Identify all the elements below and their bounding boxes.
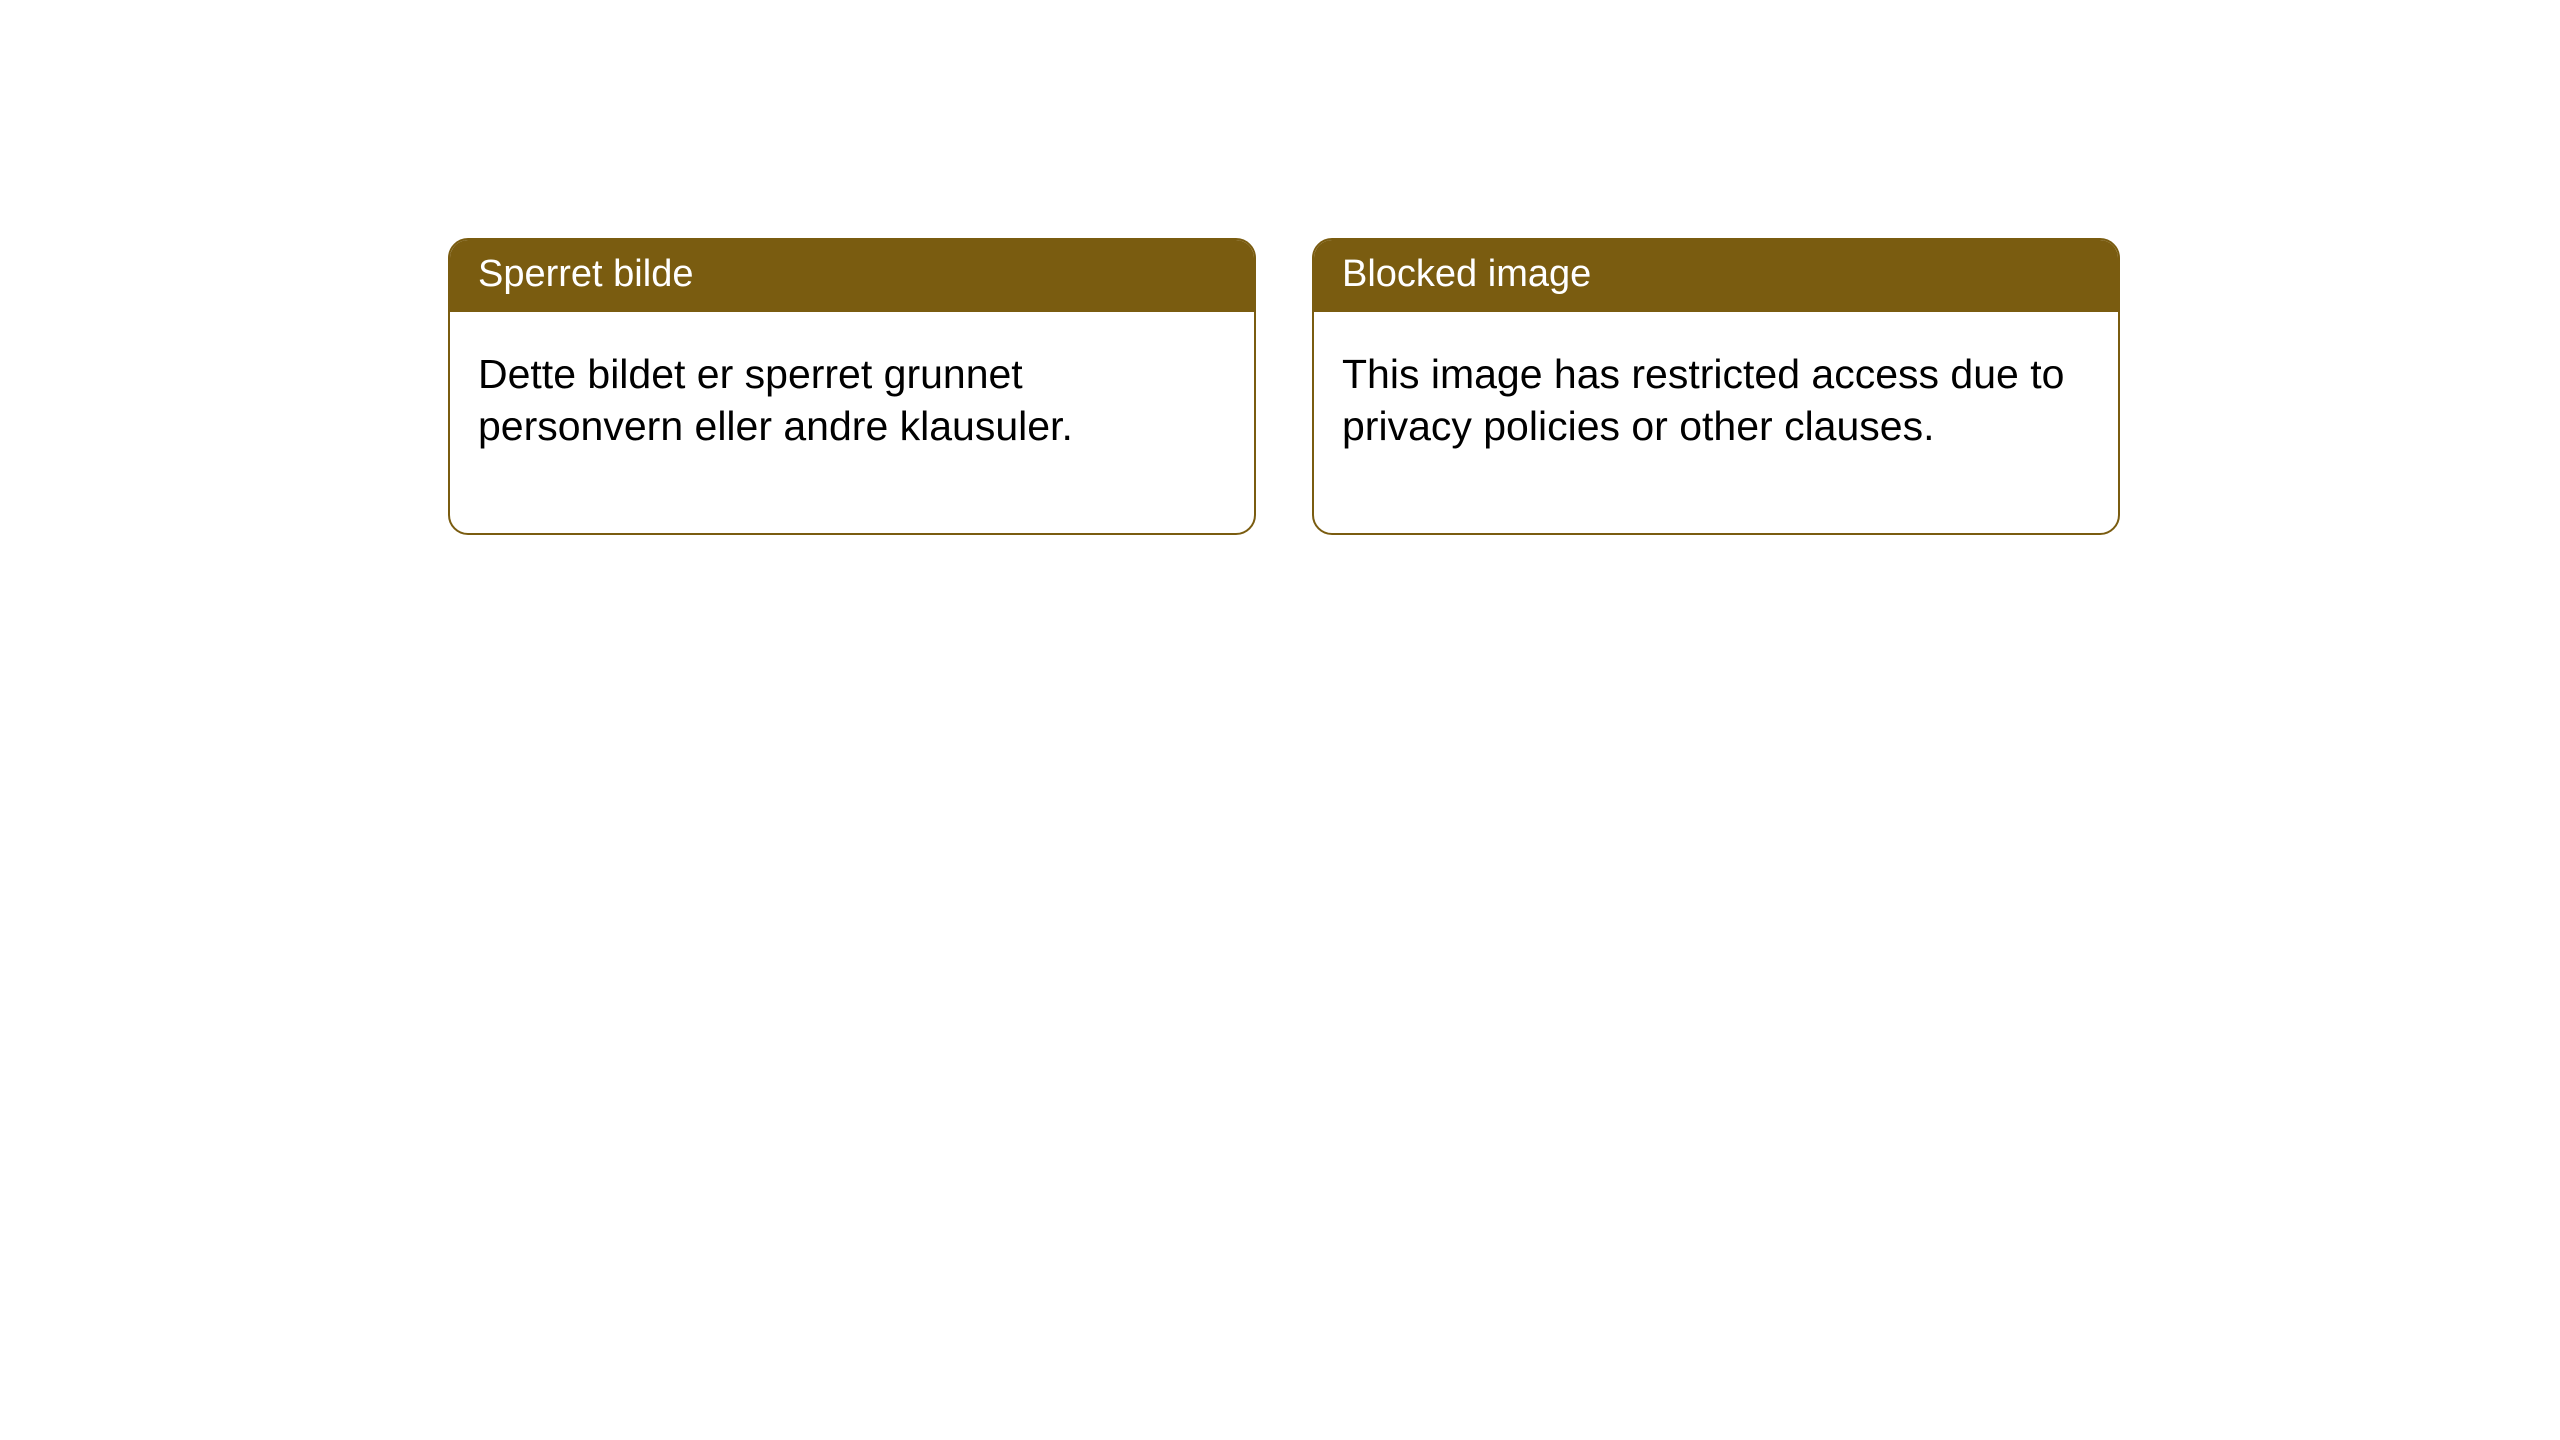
notice-card-header: Sperret bilde — [450, 240, 1254, 312]
notice-card-norwegian: Sperret bilde Dette bildet er sperret gr… — [448, 238, 1256, 535]
notice-card-body: This image has restricted access due to … — [1314, 312, 2118, 533]
notice-card-english: Blocked image This image has restricted … — [1312, 238, 2120, 535]
notice-cards-container: Sperret bilde Dette bildet er sperret gr… — [448, 238, 2560, 535]
notice-card-body: Dette bildet er sperret grunnet personve… — [450, 312, 1254, 533]
notice-card-header: Blocked image — [1314, 240, 2118, 312]
